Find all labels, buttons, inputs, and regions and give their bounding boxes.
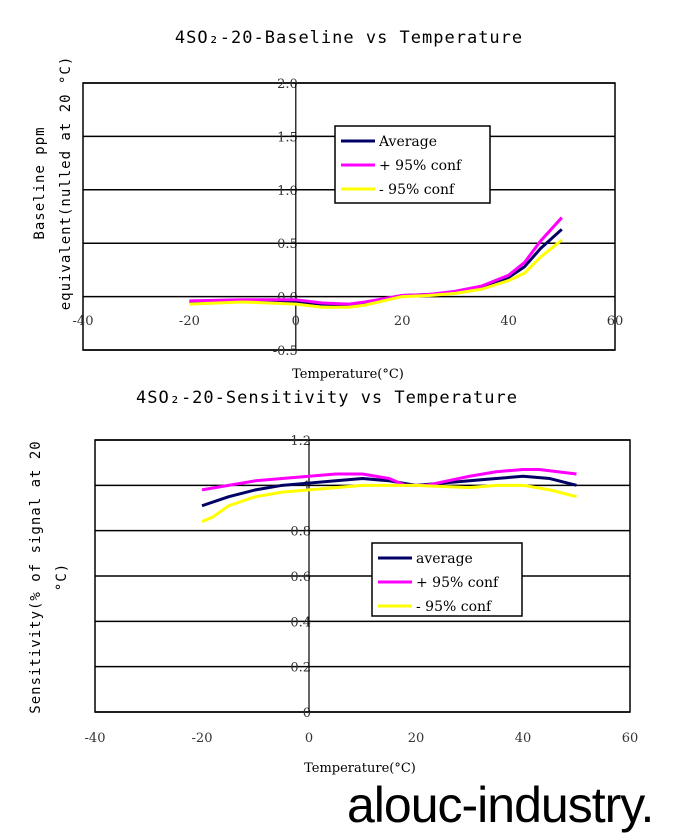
y-tick-label: 1.2 — [290, 434, 311, 449]
chart-1: 4SO₂-20-Baseline vs Temperature-0.50.00.… — [32, 28, 623, 382]
legend-label: + 95% conf — [416, 575, 500, 591]
x-tick-label: 20 — [394, 314, 411, 329]
watermark: alouc-industry. — [347, 777, 654, 833]
x-tick-label: 20 — [408, 731, 425, 746]
y-tick-label: 0.4 — [290, 615, 311, 630]
series-line-3 — [201, 483, 577, 523]
x-tick-label: -20 — [192, 731, 213, 746]
x-tick-label: -40 — [85, 731, 106, 746]
x-tick-label: 0 — [305, 731, 313, 746]
x-tick-label: 40 — [500, 314, 517, 329]
y-tick-label: 0.8 — [290, 525, 311, 540]
legend: average + 95% conf - 95% conf — [371, 542, 523, 617]
series-line-2 — [201, 467, 577, 492]
series-line-2 — [189, 216, 563, 306]
x-tick-label: 0 — [292, 314, 300, 329]
y-tick-label: -0.5 — [273, 344, 298, 359]
series-line-1 — [201, 474, 577, 508]
x-axis-label: Temperature(°C) — [292, 367, 404, 382]
chart-title: 4SO₂-20-Baseline vs Temperature — [175, 28, 523, 48]
y-axis-label: Baseline ppm — [32, 126, 48, 239]
x-tick-label: -40 — [73, 314, 94, 329]
x-tick-label: -20 — [179, 314, 200, 329]
legend-label: average — [416, 551, 473, 567]
y-axis-label: °C) — [54, 563, 70, 591]
x-tick-label: 60 — [622, 731, 639, 746]
series-line-1 — [189, 228, 563, 307]
y-tick-label: 1.5 — [277, 130, 298, 145]
y-axis-label: Sensitivity(% of signal at 20 — [28, 440, 44, 713]
y-tick-label: 1.0 — [277, 184, 298, 199]
y-tick-label: 2.0 — [277, 77, 298, 92]
legend-label: + 95% conf — [379, 158, 463, 174]
x-tick-label: 60 — [607, 314, 624, 329]
legend-box — [371, 542, 523, 617]
x-axis-label: Temperature(°C) — [304, 761, 416, 776]
x-tick-label: 40 — [515, 731, 532, 746]
y-tick-label: 1 — [303, 479, 311, 494]
y-axis-label: equivalent(nulled at 20 °C) — [58, 56, 74, 311]
chart-title: 4SO₂-20-Sensitivity vs Temperature — [136, 388, 518, 408]
y-tick-label: 0.2 — [290, 661, 311, 676]
legend-label: Average — [378, 134, 437, 150]
legend-label: - 95% conf — [379, 182, 456, 198]
y-tick-label: 0.6 — [290, 570, 311, 585]
series-line-3 — [189, 238, 563, 309]
plot-area — [82, 82, 616, 351]
legend: Average + 95% conf - 95% conf — [334, 125, 491, 204]
y-tick-label: 0 — [303, 706, 311, 721]
legend-label: - 95% conf — [416, 599, 493, 615]
y-tick-label: 0.5 — [277, 237, 298, 252]
chart-2: 4SO₂-20-Sensitivity vs Temperature 0 0.2 0.… — [28, 388, 638, 776]
